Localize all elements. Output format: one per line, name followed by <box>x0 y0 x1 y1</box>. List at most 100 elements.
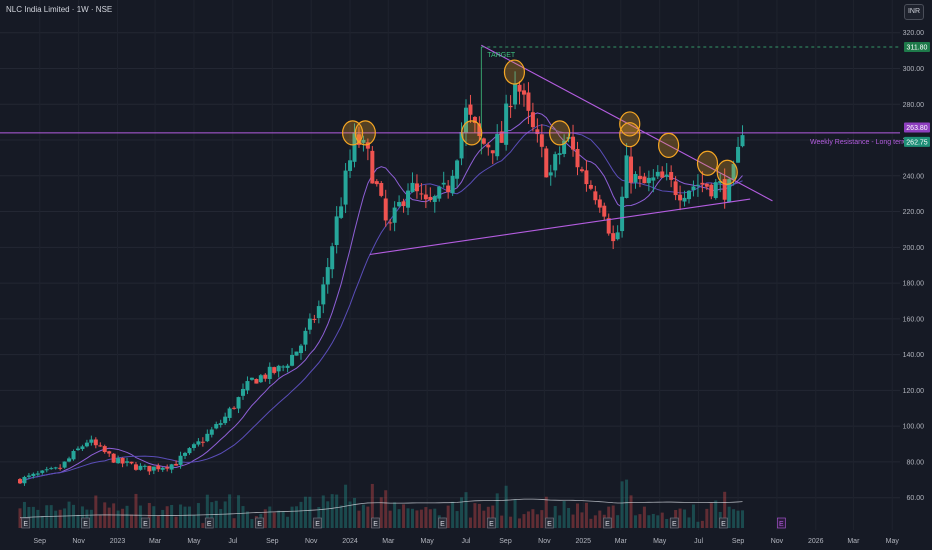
volume-bar <box>179 504 183 528</box>
candle-body <box>174 463 179 466</box>
volume-bar <box>370 483 374 528</box>
candle-body <box>334 216 339 245</box>
candle-body <box>53 467 58 469</box>
earnings-marker <box>255 517 264 529</box>
earnings-marker-label: E <box>672 521 677 528</box>
volume-bar <box>397 509 401 528</box>
volume-bar <box>660 512 664 528</box>
x-tick-label: Jul <box>694 538 703 545</box>
candle-body <box>285 365 290 368</box>
candle-body <box>682 197 687 202</box>
candle-body <box>620 196 625 232</box>
candle-body <box>365 142 370 149</box>
candle-body <box>307 318 312 330</box>
candle-body <box>258 375 263 383</box>
volume-bar <box>571 514 575 528</box>
candle-body <box>58 467 63 469</box>
volume-bar <box>642 506 646 528</box>
candle-body <box>232 407 237 409</box>
volume-bar <box>683 509 687 528</box>
candle-body <box>713 182 718 198</box>
volume-bar <box>170 504 174 528</box>
candle-body <box>642 176 647 184</box>
volume-bar <box>665 518 669 528</box>
volume-bar <box>335 494 339 528</box>
volume-bar <box>80 506 84 528</box>
candle-body <box>535 129 540 135</box>
volume-bar <box>196 503 200 528</box>
candle-body <box>513 83 518 105</box>
volume-bar <box>513 499 517 528</box>
x-tick-label: 2023 <box>110 538 126 545</box>
volume-bar <box>406 508 410 528</box>
volume-bar <box>303 496 307 528</box>
candle-body <box>147 465 152 472</box>
volume-bar <box>638 514 642 528</box>
candle-body <box>352 132 357 162</box>
candle-body <box>312 318 317 320</box>
volume-bar <box>460 497 464 528</box>
volume-bar <box>477 503 481 528</box>
candle-body <box>553 154 558 171</box>
candle-body <box>156 465 161 470</box>
candle-body <box>472 116 477 123</box>
candle-body <box>379 183 384 196</box>
volume-bar <box>241 506 245 528</box>
candle-body <box>687 190 691 200</box>
volume-bar <box>424 507 428 528</box>
volume-bar <box>321 495 325 528</box>
volume-bar <box>544 496 548 528</box>
volume-bar <box>116 510 120 528</box>
highlight-circle <box>696 150 719 176</box>
last-price-tag: 262.75 <box>906 139 928 146</box>
candle-body <box>495 134 500 157</box>
moving-average-2 <box>19 124 743 484</box>
volume-bar <box>468 517 472 528</box>
volume-bar <box>651 513 655 528</box>
volume-bar <box>112 503 116 528</box>
volume-bar <box>237 495 241 528</box>
candle-body <box>588 184 593 189</box>
candle-body <box>49 468 54 470</box>
volume-bar <box>272 512 276 528</box>
volume-bar <box>500 515 504 528</box>
candle-body <box>160 467 165 470</box>
candle-body <box>129 461 134 464</box>
volume-bar <box>161 509 165 528</box>
candle-body <box>218 423 223 425</box>
volume-bar <box>366 506 370 528</box>
currency-button[interactable]: INR <box>904 4 924 20</box>
volume-bar <box>18 508 22 528</box>
volume-bar <box>705 508 709 528</box>
candle-body <box>664 174 669 177</box>
volume-bar <box>388 510 392 528</box>
volume-bar <box>156 515 160 528</box>
candle-body <box>633 174 638 183</box>
candle-body <box>303 330 308 345</box>
volume-bar <box>732 509 736 528</box>
candle-body <box>125 461 130 463</box>
candle-body <box>504 103 509 145</box>
volume-bar <box>678 508 682 528</box>
candle-body <box>646 177 651 184</box>
candle-body <box>397 202 402 207</box>
candle-body <box>459 131 464 159</box>
earnings-marker-label: E <box>373 521 378 528</box>
candle-body <box>432 196 437 202</box>
volume-bar <box>54 510 58 528</box>
candle-body <box>517 84 522 92</box>
volume-bar <box>40 515 44 528</box>
volume-bar <box>428 509 432 528</box>
volume-bar <box>121 508 125 528</box>
volume-bar <box>446 505 450 528</box>
candle-body <box>107 451 112 454</box>
x-tick-label: Nov <box>771 538 784 545</box>
resistance-label: Weekly Resistance - Long term <box>810 139 907 146</box>
x-tick-label: May <box>653 538 667 545</box>
candle-body <box>731 164 736 180</box>
volume-bar <box>31 506 35 528</box>
candle-body <box>428 196 433 201</box>
volume-bar <box>629 495 633 528</box>
earnings-marker-label: E <box>779 521 784 528</box>
